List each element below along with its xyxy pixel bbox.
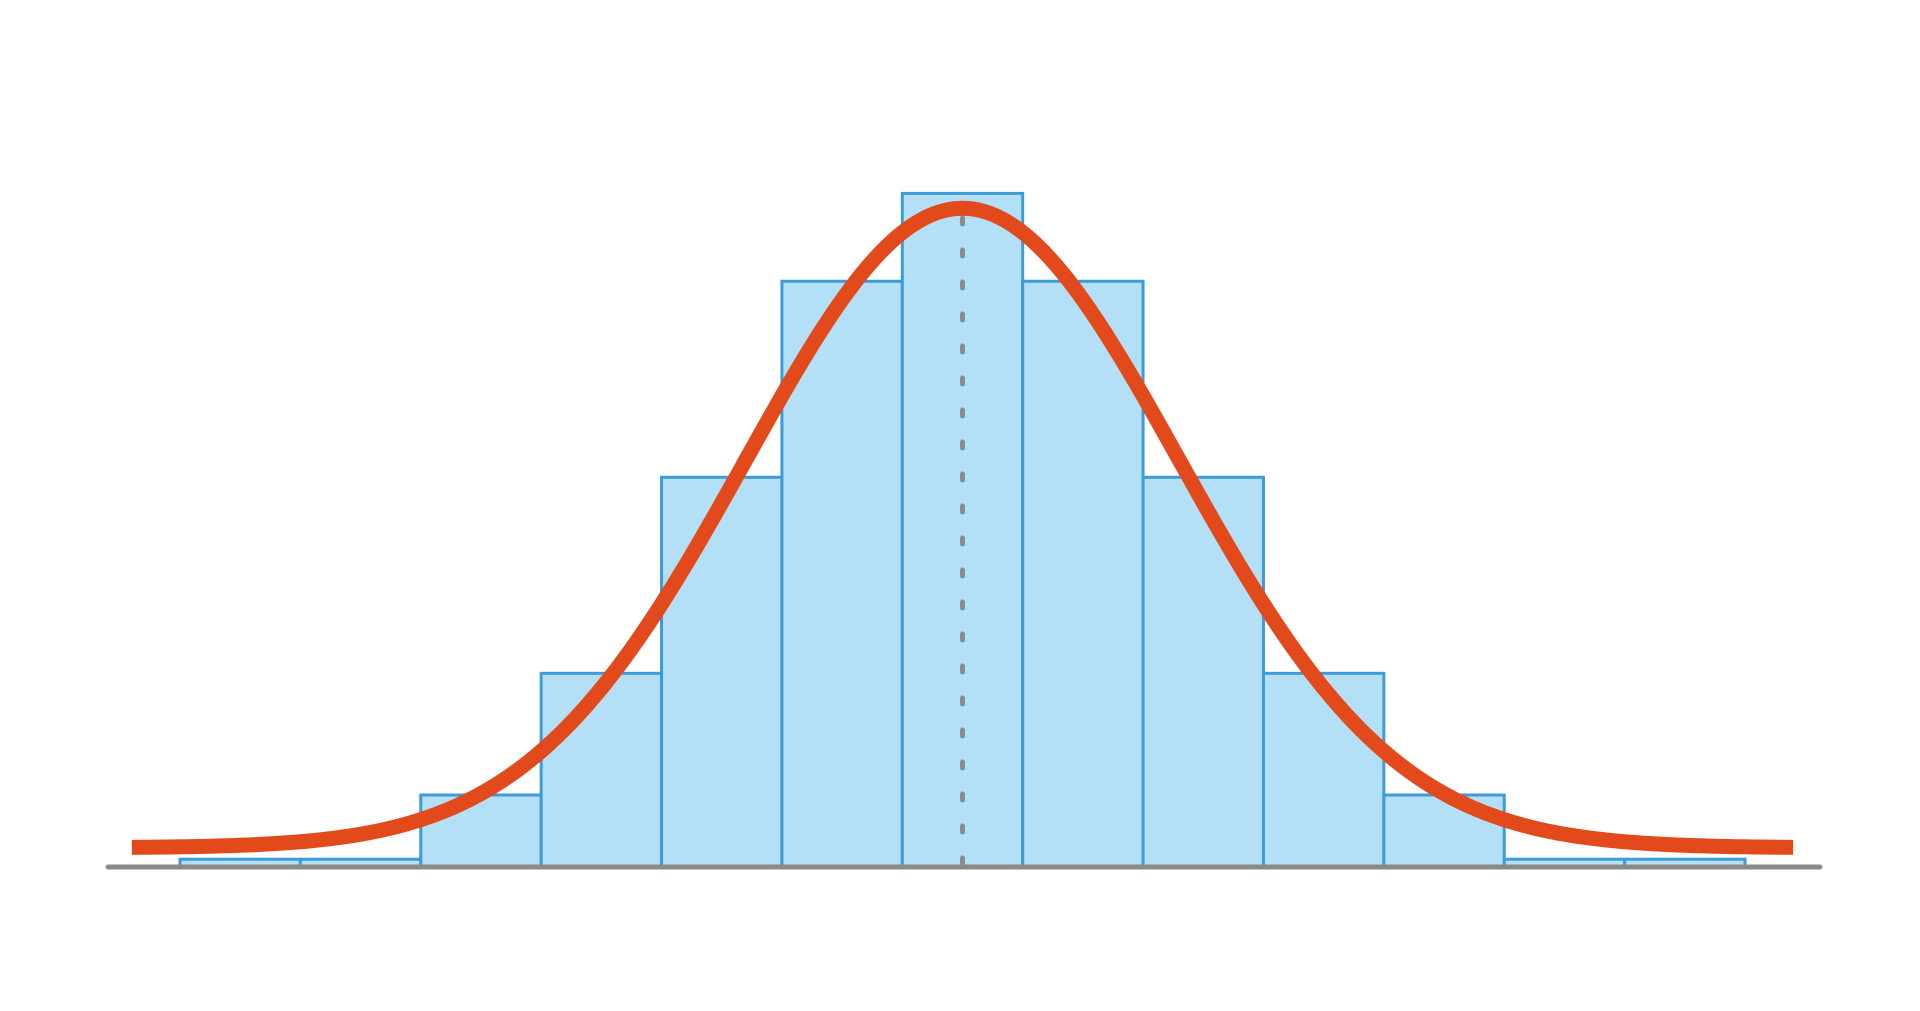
histogram-bar <box>660 475 784 868</box>
histogram-bar <box>1141 475 1265 868</box>
histogram-bar <box>539 671 664 868</box>
histogram-bar <box>1261 671 1386 868</box>
histogram-bar <box>1021 279 1145 868</box>
histogram-bars <box>178 191 1747 868</box>
histogram-bar <box>900 191 1025 868</box>
histogram-bar <box>780 279 904 868</box>
normal-curve <box>129 200 1796 855</box>
